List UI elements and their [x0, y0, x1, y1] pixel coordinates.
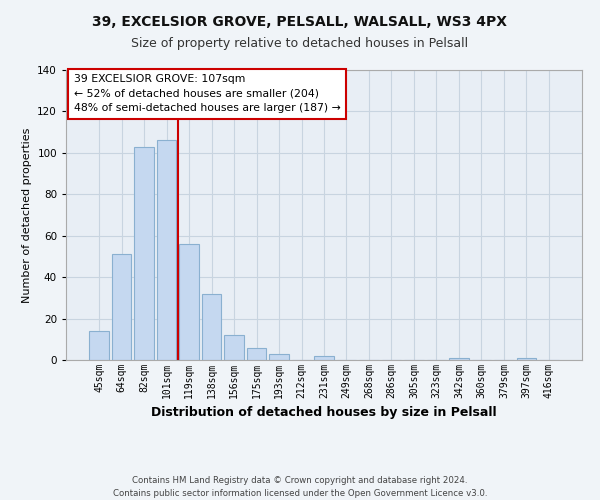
X-axis label: Distribution of detached houses by size in Pelsall: Distribution of detached houses by size …: [151, 406, 497, 420]
Bar: [269, 354, 289, 360]
Bar: [314, 356, 334, 360]
Y-axis label: Number of detached properties: Number of detached properties: [22, 128, 32, 302]
Text: Contains HM Land Registry data © Crown copyright and database right 2024.
Contai: Contains HM Land Registry data © Crown c…: [113, 476, 487, 498]
Text: 39, EXCELSIOR GROVE, PELSALL, WALSALL, WS3 4PX: 39, EXCELSIOR GROVE, PELSALL, WALSALL, W…: [92, 15, 508, 29]
Bar: [157, 140, 176, 360]
Bar: [89, 331, 109, 360]
Bar: [134, 146, 154, 360]
Bar: [179, 244, 199, 360]
Bar: [517, 358, 536, 360]
Bar: [247, 348, 266, 360]
Bar: [112, 254, 131, 360]
Bar: [224, 335, 244, 360]
Bar: [449, 358, 469, 360]
Text: 39 EXCELSIOR GROVE: 107sqm
← 52% of detached houses are smaller (204)
48% of sem: 39 EXCELSIOR GROVE: 107sqm ← 52% of deta…: [74, 74, 340, 113]
Bar: [202, 294, 221, 360]
Text: Size of property relative to detached houses in Pelsall: Size of property relative to detached ho…: [131, 38, 469, 51]
